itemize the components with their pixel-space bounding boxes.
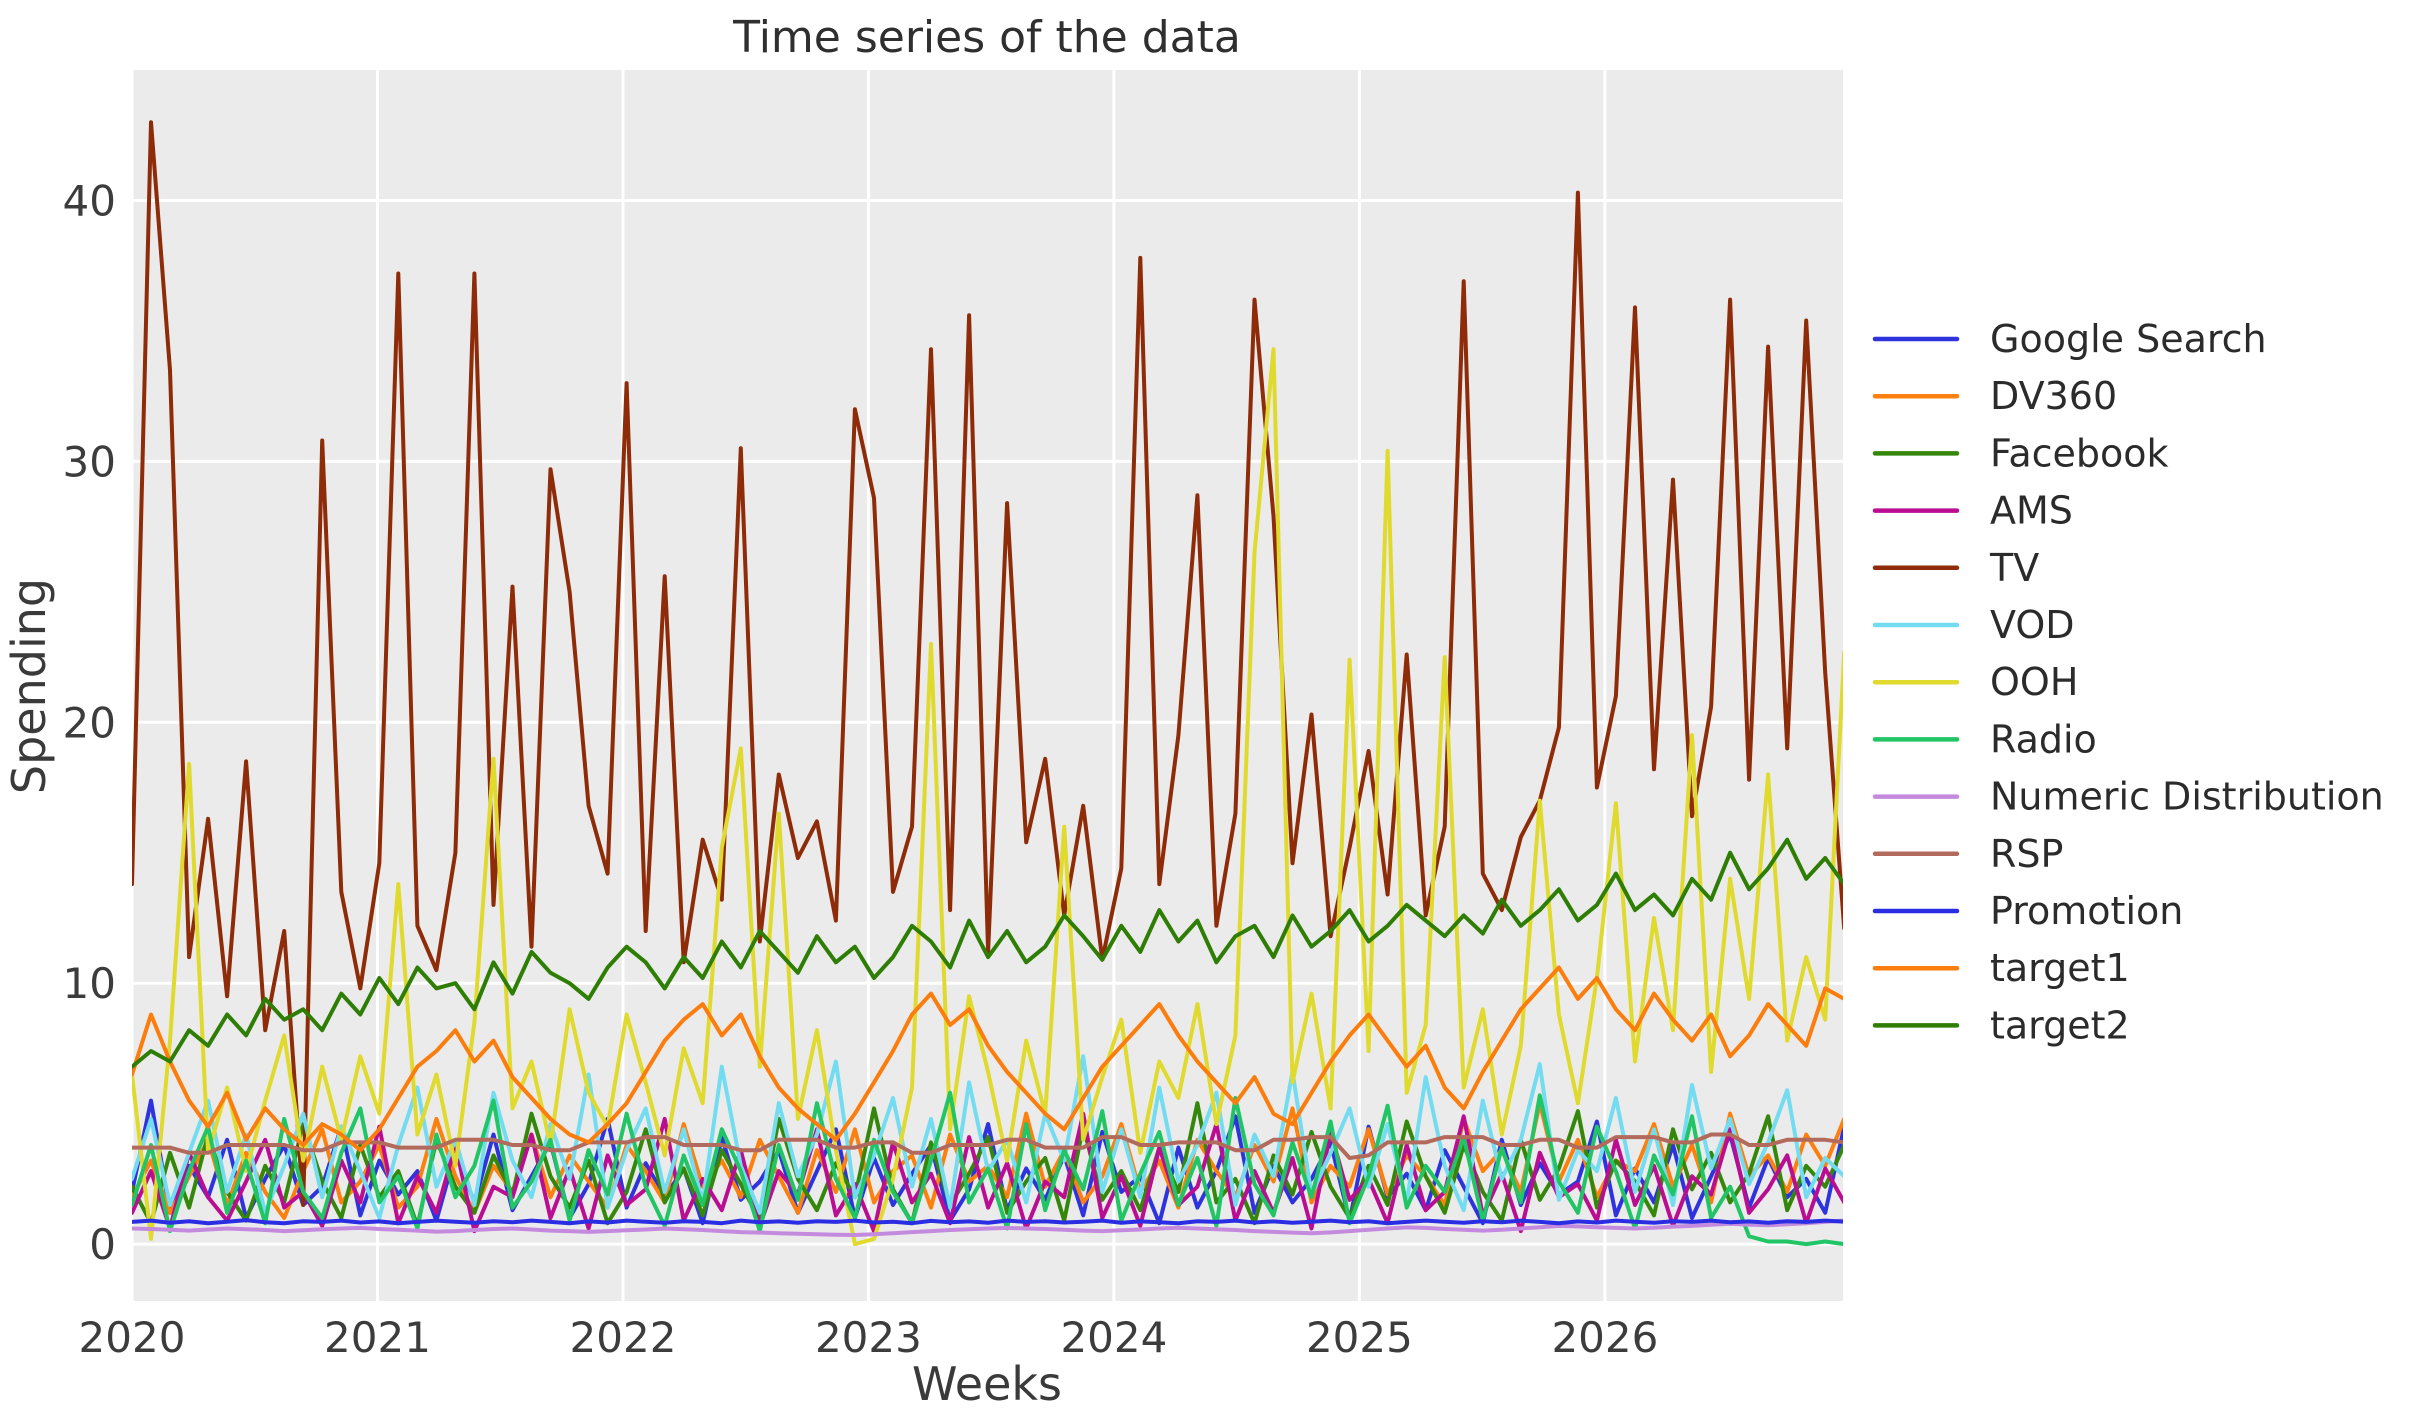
series-line-promotion bbox=[132, 1218, 1843, 1226]
series-line-ooh bbox=[132, 347, 1843, 1247]
gridlines bbox=[130, 70, 1843, 1301]
y-tick-label-0: 0 bbox=[89, 1220, 116, 1269]
series-line-target1 bbox=[132, 965, 1843, 1153]
chart-title: Time series of the data bbox=[732, 12, 1241, 63]
legend-item-radio: Radio bbox=[1872, 717, 2097, 761]
legend-label-promotion: Promotion bbox=[1990, 889, 2183, 933]
legend-label-numeric-distribution: Numeric Distribution bbox=[1990, 775, 2384, 819]
legend-label-rsp: RSP bbox=[1990, 832, 2063, 876]
legend-item-numeric-distribution: Numeric Distribution bbox=[1872, 775, 2384, 819]
legend-label-ooh: OOH bbox=[1990, 660, 2078, 704]
legend-label-tv: TV bbox=[1989, 546, 2039, 590]
legend-item-google-search: Google Search bbox=[1872, 317, 2267, 361]
x-tick-label-2025: 2025 bbox=[1306, 1313, 1413, 1362]
legend-label-vod: VOD bbox=[1990, 603, 2075, 647]
y-tick-labels: 0 10 20 30 40 bbox=[63, 177, 116, 1270]
legend-item-dv360: DV360 bbox=[1872, 374, 2117, 418]
y-tick-label-20: 20 bbox=[63, 698, 116, 747]
x-tick-label-2022: 2022 bbox=[570, 1313, 677, 1362]
x-tick-label-2021: 2021 bbox=[324, 1313, 431, 1362]
legend-label-google-search: Google Search bbox=[1990, 317, 2267, 361]
series-line-rsp bbox=[132, 1132, 1843, 1160]
legend-item-vod: VOD bbox=[1872, 603, 2075, 647]
legend-item-target1: target1 bbox=[1872, 946, 2130, 990]
y-axis-label: Spending bbox=[2, 578, 56, 794]
y-tick-label-10: 10 bbox=[63, 959, 116, 1008]
series-line-radio bbox=[132, 1090, 1843, 1247]
series-lines bbox=[132, 120, 1843, 1247]
legend: Google Search DV360 Facebook AMS TV VOD OOH Rad… bbox=[1872, 317, 2384, 1047]
legend-item-facebook: Facebook bbox=[1872, 431, 2169, 475]
y-tick-label-40: 40 bbox=[63, 177, 116, 226]
legend-item-ams: AMS bbox=[1872, 489, 2073, 533]
legend-label-ams: AMS bbox=[1990, 489, 2073, 533]
legend-label-target2: target2 bbox=[1990, 1003, 2130, 1047]
legend-item-target2: target2 bbox=[1872, 1003, 2130, 1047]
legend-item-rsp: RSP bbox=[1872, 832, 2063, 876]
legend-label-dv360: DV360 bbox=[1990, 374, 2117, 418]
legend-item-tv: TV bbox=[1872, 546, 2039, 590]
legend-label-target1: target1 bbox=[1990, 946, 2130, 990]
x-axis-label: Weeks bbox=[912, 1357, 1062, 1411]
x-tick-label-2023: 2023 bbox=[815, 1313, 922, 1362]
x-tick-label-2024: 2024 bbox=[1060, 1313, 1167, 1362]
legend-label-radio: Radio bbox=[1990, 717, 2097, 761]
legend-label-facebook: Facebook bbox=[1990, 431, 2169, 475]
y-tick-label-30: 30 bbox=[63, 437, 116, 486]
x-tick-label-2026: 2026 bbox=[1551, 1313, 1658, 1362]
series-line-numeric-distribution bbox=[132, 1218, 1843, 1237]
legend-item-ooh: OOH bbox=[1872, 660, 2078, 704]
x-tick-label-2020: 2020 bbox=[79, 1313, 186, 1362]
x-tick-labels: 2020 2021 2022 2023 2024 2025 2026 bbox=[79, 1313, 1659, 1362]
series-line-target2 bbox=[132, 837, 1843, 1069]
series-line-tv bbox=[132, 120, 1843, 1207]
legend-item-promotion: Promotion bbox=[1872, 889, 2183, 933]
